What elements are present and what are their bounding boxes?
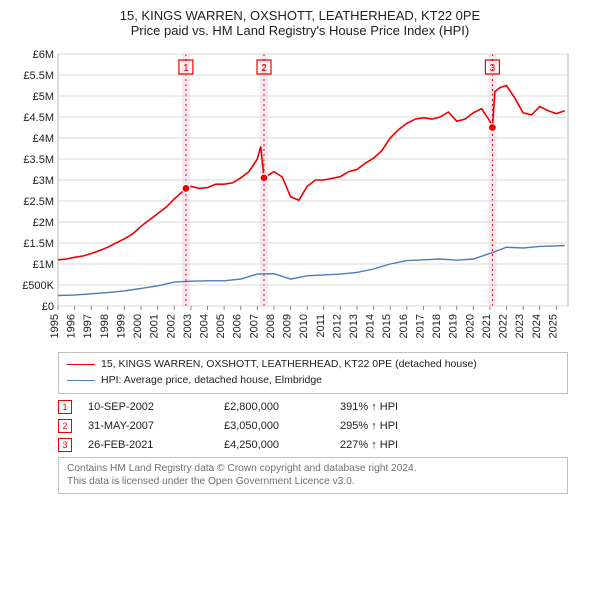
svg-text:£1.5M: £1.5M (23, 238, 54, 250)
svg-text:£1M: £1M (33, 259, 54, 271)
svg-text:2014: 2014 (365, 314, 377, 338)
legend-label: 15, KINGS WARREN, OXSHOTT, LEATHERHEAD, … (101, 357, 477, 373)
svg-text:2015: 2015 (381, 314, 393, 338)
title-line-1: 15, KINGS WARREN, OXSHOTT, LEATHERHEAD, … (12, 8, 588, 23)
sale-price: £3,050,000 (224, 420, 324, 432)
sale-hpi: 391% ↑ HPI (340, 401, 568, 413)
svg-text:2024: 2024 (531, 314, 543, 338)
svg-text:£6M: £6M (33, 49, 54, 61)
svg-text:2012: 2012 (331, 314, 343, 338)
svg-text:2003: 2003 (182, 314, 194, 338)
footer-line-1: Contains HM Land Registry data © Crown c… (67, 462, 559, 476)
svg-text:£4.5M: £4.5M (23, 112, 54, 124)
svg-text:2020: 2020 (464, 314, 476, 338)
legend-swatch (67, 364, 95, 365)
sale-marker: 1 (58, 400, 72, 414)
svg-text:£3.5M: £3.5M (23, 154, 54, 166)
legend-label: HPI: Average price, detached house, Elmb… (101, 373, 322, 389)
sale-marker: 3 (58, 438, 72, 452)
svg-text:3: 3 (490, 63, 496, 74)
svg-text:1997: 1997 (82, 314, 94, 338)
sale-hpi: 295% ↑ HPI (340, 420, 568, 432)
sales-table: 1 10-SEP-2002 £2,800,000 391% ↑ HPI 2 31-MAY-… (58, 400, 568, 452)
svg-text:2005: 2005 (215, 314, 227, 338)
chart: £0 £500K £1M £1.5M £2M £2.5M £3M £3.5M £4M £4.5M £… (12, 46, 588, 346)
svg-text:2023: 2023 (514, 314, 526, 338)
legend-row: HPI: Average price, detached house, Elmb… (67, 373, 559, 389)
svg-text:2013: 2013 (348, 314, 360, 338)
svg-text:2010: 2010 (298, 314, 310, 338)
svg-text:£3M: £3M (33, 175, 54, 187)
svg-text:2001: 2001 (149, 314, 161, 338)
sale-marker: 2 (58, 419, 72, 433)
svg-text:2025: 2025 (547, 314, 559, 338)
sale-row: 1 10-SEP-2002 £2,800,000 391% ↑ HPI (58, 400, 568, 414)
svg-text:1995: 1995 (49, 314, 61, 338)
svg-text:£2M: £2M (33, 217, 54, 229)
footer-line-2: This data is licensed under the Open Gov… (67, 475, 559, 489)
svg-text:2007: 2007 (248, 314, 260, 338)
svg-text:£0: £0 (42, 301, 54, 313)
svg-text:2021: 2021 (481, 314, 493, 338)
svg-text:1996: 1996 (66, 314, 78, 338)
svg-text:1999: 1999 (115, 314, 127, 338)
svg-text:£2.5M: £2.5M (23, 196, 54, 208)
svg-text:2018: 2018 (431, 314, 443, 338)
svg-text:£5M: £5M (33, 91, 54, 103)
svg-text:2011: 2011 (315, 314, 327, 338)
svg-text:£500K: £500K (22, 280, 54, 292)
footer: Contains HM Land Registry data © Crown c… (58, 457, 568, 495)
legend-swatch (67, 380, 95, 381)
title-line-2: Price paid vs. HM Land Registry's House … (12, 23, 588, 38)
sale-row: 3 26-FEB-2021 £4,250,000 227% ↑ HPI (58, 438, 568, 452)
svg-text:2: 2 (261, 63, 267, 74)
legend: 15, KINGS WARREN, OXSHOTT, LEATHERHEAD, … (58, 352, 568, 394)
svg-text:2002: 2002 (165, 314, 177, 338)
svg-text:2008: 2008 (265, 314, 277, 338)
sale-price: £4,250,000 (224, 439, 324, 451)
svg-text:2006: 2006 (232, 314, 244, 338)
svg-text:1998: 1998 (99, 314, 111, 338)
svg-text:£5.5M: £5.5M (23, 70, 54, 82)
svg-text:2016: 2016 (398, 314, 410, 338)
svg-text:2022: 2022 (498, 314, 510, 338)
svg-text:£4M: £4M (33, 133, 54, 145)
svg-text:1: 1 (183, 63, 189, 74)
svg-text:2004: 2004 (199, 314, 211, 338)
sale-date: 26-FEB-2021 (88, 439, 208, 451)
svg-text:2019: 2019 (448, 314, 460, 338)
sale-date: 10-SEP-2002 (88, 401, 208, 413)
legend-row: 15, KINGS WARREN, OXSHOTT, LEATHERHEAD, … (67, 357, 559, 373)
svg-text:2009: 2009 (282, 314, 294, 338)
svg-text:2000: 2000 (132, 314, 144, 338)
chart-svg: £0 £500K £1M £1.5M £2M £2.5M £3M £3.5M £4M £4.5M £… (12, 46, 588, 346)
sale-price: £2,800,000 (224, 401, 324, 413)
sale-row: 2 31-MAY-2007 £3,050,000 295% ↑ HPI (58, 419, 568, 433)
sale-hpi: 227% ↑ HPI (340, 439, 568, 451)
svg-text:2017: 2017 (414, 314, 426, 338)
sale-date: 31-MAY-2007 (88, 420, 208, 432)
